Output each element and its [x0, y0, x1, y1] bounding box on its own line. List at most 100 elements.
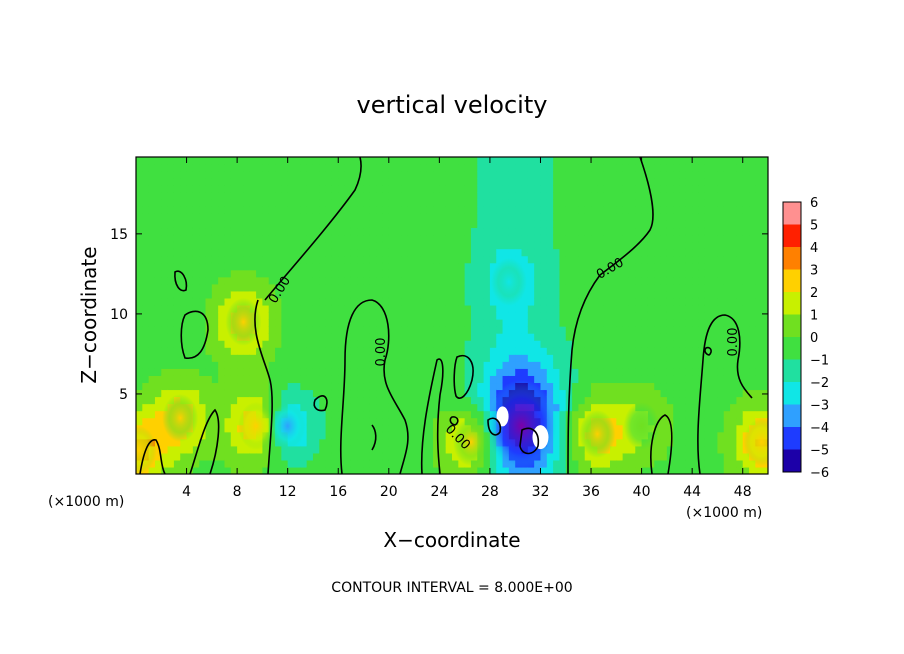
heatmap-cell	[192, 452, 200, 461]
heatmap-cell	[319, 171, 327, 179]
heatmap-cell	[635, 452, 643, 461]
heatmap-cell	[616, 424, 624, 433]
heatmap-cell	[464, 185, 472, 193]
heatmap-cell	[312, 276, 320, 285]
heatmap-cell	[395, 171, 403, 179]
heatmap-cell	[154, 438, 162, 447]
heatmap-cell	[679, 164, 687, 172]
heatmap-cell	[319, 269, 327, 278]
heatmap-cell	[711, 290, 719, 299]
heatmap-cell	[553, 283, 561, 292]
heatmap-cell	[515, 333, 523, 341]
heatmap-cell	[420, 445, 428, 454]
heatmap-cell	[546, 213, 554, 221]
heatmap-cell	[723, 466, 731, 474]
heatmap-cell	[262, 297, 270, 306]
heatmap-cell	[180, 171, 188, 179]
heatmap-cell	[559, 157, 567, 165]
colorbar-swatch	[783, 449, 801, 473]
heatmap-cell	[647, 319, 655, 327]
heatmap-cell	[622, 438, 630, 447]
heatmap-cell	[148, 333, 156, 341]
heatmap-cell	[148, 410, 156, 419]
heatmap-cell	[357, 227, 365, 236]
heatmap-cell	[319, 452, 327, 461]
heatmap-cell	[616, 283, 624, 292]
heatmap-cell	[262, 319, 270, 327]
heatmap-cell	[294, 311, 301, 320]
heatmap-cell	[749, 234, 756, 243]
heatmap-cell	[508, 220, 516, 229]
heatmap-cell	[173, 333, 181, 341]
heatmap-cell	[407, 431, 415, 440]
heatmap-cell	[186, 220, 194, 229]
heatmap-cell	[654, 410, 662, 419]
heatmap-cell	[477, 199, 485, 207]
heatmap-cell	[401, 311, 409, 320]
heatmap-cell	[180, 438, 188, 447]
heatmap-cell	[287, 396, 295, 405]
heatmap-cell	[470, 304, 478, 313]
heatmap-cell	[395, 213, 403, 221]
heatmap-cell	[211, 382, 219, 391]
heatmap-cell	[388, 262, 396, 271]
heatmap-cell	[319, 445, 327, 454]
heatmap-cell	[445, 361, 453, 369]
heatmap-cell	[452, 297, 459, 306]
heatmap-cell	[698, 199, 706, 207]
heatmap-cell	[603, 234, 611, 243]
heatmap-cell	[148, 311, 156, 320]
heatmap-cell	[388, 199, 396, 207]
heatmap-cell	[704, 445, 712, 454]
heatmap-cell	[749, 347, 756, 355]
heatmap-cell	[325, 276, 333, 285]
heatmap-cell	[559, 382, 567, 391]
heatmap-cell	[660, 424, 668, 433]
heatmap-cell	[154, 297, 162, 306]
heatmap-cell	[603, 255, 611, 264]
heatmap-cell	[192, 438, 200, 447]
heatmap-cell	[388, 178, 396, 186]
heatmap-cell	[180, 290, 188, 299]
heatmap-cell	[382, 410, 390, 419]
zero-contour-line	[453, 355, 474, 399]
heatmap-cell	[534, 340, 542, 348]
zero-contour-line	[449, 416, 459, 426]
heatmap-cell	[698, 157, 706, 165]
heatmap-cell	[230, 213, 238, 221]
heatmap-cell	[369, 255, 377, 264]
heatmap-cell	[660, 227, 668, 236]
heatmap-cell	[508, 354, 516, 362]
heatmap-cell	[749, 466, 756, 474]
heatmap-cell	[584, 283, 592, 292]
heatmap-cell	[704, 213, 712, 221]
heatmap-cell	[470, 199, 478, 207]
heatmap-cell	[395, 410, 403, 419]
heatmap-cell	[635, 269, 643, 278]
heatmap-cell	[224, 459, 232, 468]
heatmap-cell	[287, 452, 295, 461]
heatmap-cell	[610, 290, 617, 299]
heatmap-cell	[584, 276, 592, 285]
heatmap-cell	[502, 192, 510, 200]
heatmap-cell	[572, 431, 579, 440]
heatmap-cell	[300, 361, 308, 369]
heatmap-cell	[268, 466, 276, 474]
heatmap-cell	[464, 276, 472, 285]
heatmap-cell	[256, 241, 263, 250]
heatmap-cell	[154, 452, 162, 461]
heatmap-cell	[730, 311, 737, 320]
heatmap-cell	[414, 361, 421, 369]
heatmap-cell	[521, 157, 529, 165]
heatmap-cell	[610, 445, 617, 454]
heatmap-cell	[673, 304, 681, 313]
heatmap-cell	[199, 340, 207, 348]
heatmap-cell	[742, 234, 750, 243]
heatmap-cell	[331, 248, 339, 257]
heatmap-cell	[761, 368, 768, 376]
heatmap-cell	[407, 452, 415, 461]
heatmap-cell	[565, 199, 573, 207]
heatmap-cell	[540, 361, 548, 369]
heatmap-cell	[180, 459, 188, 468]
heatmap-cell	[312, 171, 320, 179]
